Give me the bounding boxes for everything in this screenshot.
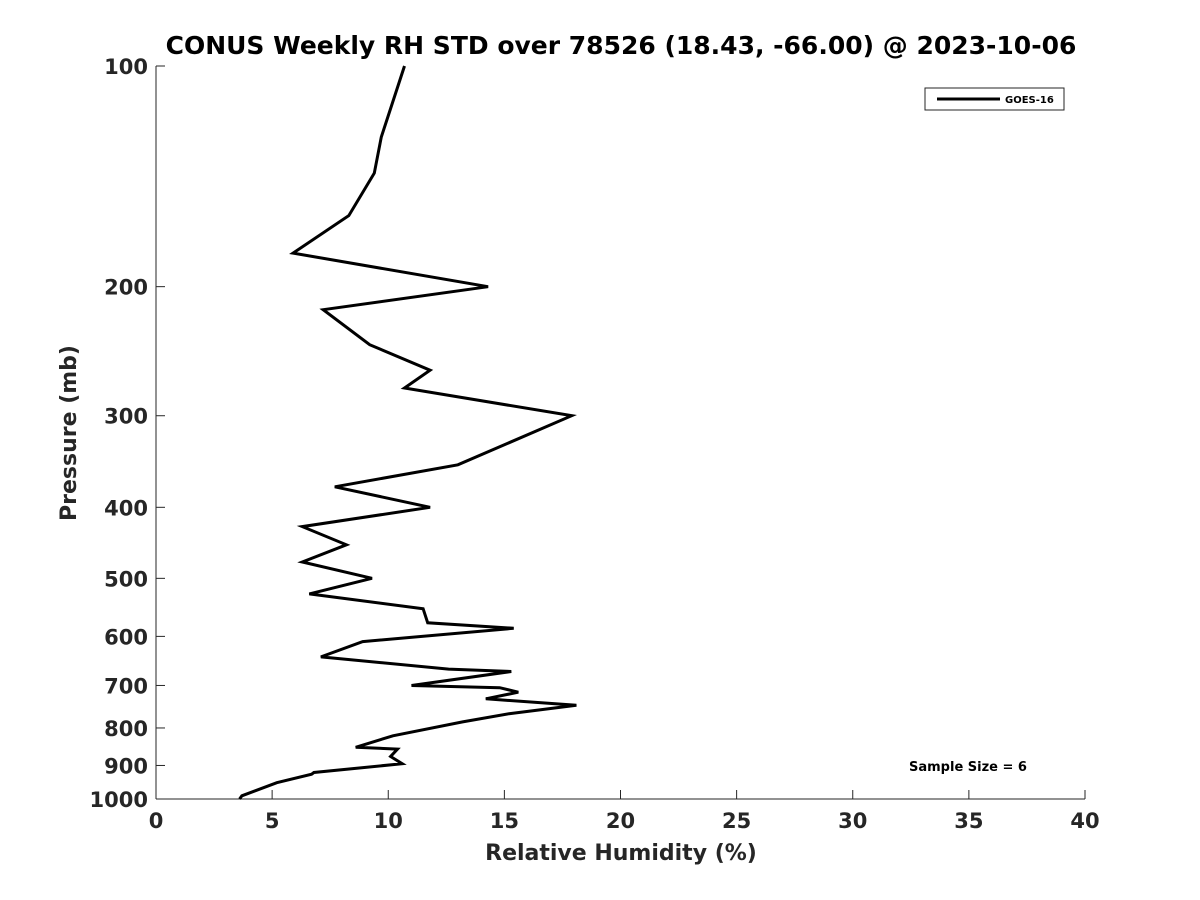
y-tick-label: 900 [104,754,148,778]
y-tick-label: 100 [104,55,148,79]
y-tick-label: 600 [104,625,148,649]
x-tick-label: 25 [722,809,751,833]
x-tick-label: 15 [490,809,519,833]
y-axis-label: Pressure (mb) [57,345,82,521]
x-tick-label: 5 [265,809,280,833]
x-tick-label: 30 [838,809,867,833]
y-tick-label: 700 [104,674,148,698]
x-tick-label: 20 [606,809,635,833]
y-tick-label: 500 [104,567,148,591]
x-tick-label: 35 [954,809,983,833]
y-tick-label: 300 [104,405,148,429]
axes [155,66,1085,800]
y-tick-label: 800 [104,717,148,741]
x-axis-label: Relative Humidity (%) [485,841,757,866]
sample-size-annotation: Sample Size = 6 [909,760,1027,775]
series-line-goes-16 [238,65,577,800]
y-tick-label: 400 [104,496,148,520]
x-tick-label: 10 [374,809,403,833]
x-tick-label: 40 [1070,809,1099,833]
series-layer [238,65,577,800]
chart-title: CONUS Weekly RH STD over 78526 (18.43, -… [166,31,1077,60]
legend: GOES-16 [924,87,1065,111]
x-tick-label: 0 [149,809,164,833]
y-tick-label: 200 [104,276,148,300]
y-tick-label: 1000 [90,788,148,812]
tick-marks: 0 5 10 15 20 25 30 35 40 100 200 300 400 500 600 700 800… [90,55,1100,833]
legend-entry-goes-16: GOES-16 [1005,95,1054,106]
